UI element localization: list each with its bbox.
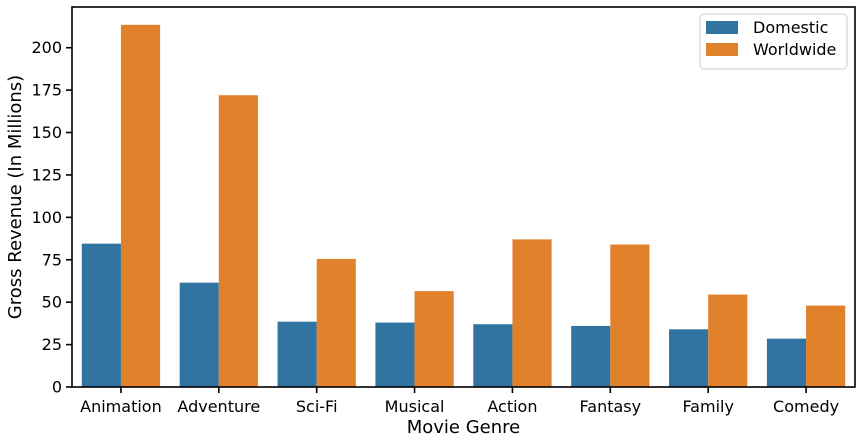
legend: Domestic Worldwide [699,13,848,70]
bar-worldwide-family [708,294,748,387]
bar-worldwide-animation [120,24,161,387]
bar-domestic-adventure [179,282,219,387]
legend-label-worldwide: Worldwide [753,40,836,59]
legend-swatch-worldwide [706,43,738,56]
y-tick-label: 175 [31,81,62,100]
y-tick-label: 25 [42,335,62,354]
bar-domestic-action [473,324,513,387]
x-tick-label: Musical [385,397,445,416]
bar-domestic-animation [81,243,121,387]
bar-domestic-sci-fi [277,321,317,387]
bar-domestic-family [669,329,709,387]
x-tick-label: Adventure [177,397,260,416]
x-tick-label: Fantasy [580,397,642,416]
bar-domestic-musical [375,322,415,387]
bars-group [81,24,846,387]
y-axis-label: Gross Revenue (In Millions) [5,75,26,319]
y-tick-label: 125 [31,165,62,184]
x-tick-label: Comedy [773,397,839,416]
y-tick-label: 0 [52,378,62,397]
legend-swatch-domestic [706,21,738,34]
bar-worldwide-adventure [218,95,258,387]
y-tick-label: 200 [31,38,62,57]
bar-domestic-comedy [766,338,807,387]
bar-domestic-fantasy [571,325,611,387]
x-axis-label: Movie Genre [407,417,521,438]
bar-worldwide-sci-fi [316,258,356,387]
y-tick-label: 50 [42,293,62,312]
y-tick-label: 75 [42,250,62,269]
bar-worldwide-comedy [806,305,846,387]
y-tick-label: 100 [31,208,62,227]
legend-label-domestic: Domestic [753,18,828,37]
x-tick-label: Action [487,397,537,416]
bar-worldwide-fantasy [610,244,650,387]
plot-frame [71,6,856,388]
bar-worldwide-action [512,239,552,387]
x-tick-label: Animation [80,397,162,416]
x-axis-ticks: Animation Adventure Sci-Fi Musical Action Fan… [80,387,839,416]
x-tick-label: Family [682,397,733,416]
x-tick-label: Sci-Fi [296,397,338,416]
y-tick-label: 150 [31,123,62,142]
bar-worldwide-musical [414,291,454,387]
y-axis-ticks: 0 25 50 75 100 125 150 175 200 [31,38,72,397]
